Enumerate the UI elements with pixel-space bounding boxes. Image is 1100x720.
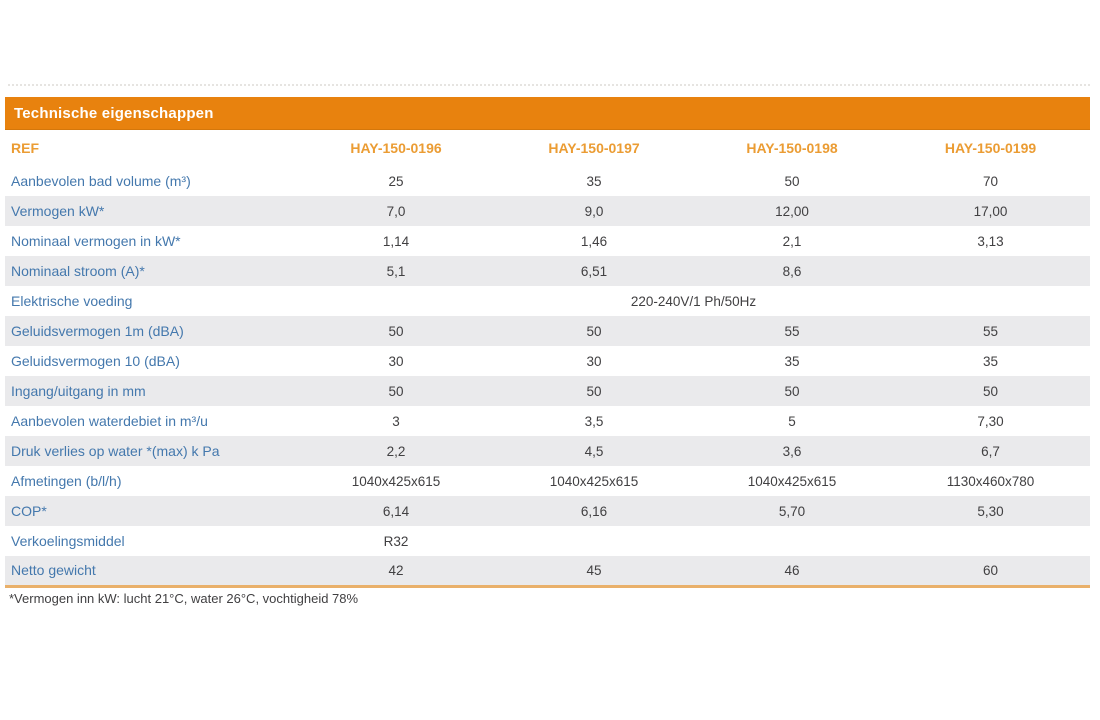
spec-row: Verkoelingsmiddel R32 — [5, 526, 1090, 556]
cell-value: 3,6 — [782, 443, 802, 459]
cell-value: 1130x460x780 — [946, 473, 1035, 489]
ref-header: REF — [11, 140, 39, 156]
row-label: COP* — [11, 503, 47, 519]
cell-value: 42 — [388, 562, 404, 578]
cell-value: 50 — [982, 383, 999, 399]
cell-value: 1,46 — [580, 233, 608, 249]
cell-value: 55 — [784, 323, 800, 339]
cell-value: 3,5 — [584, 413, 604, 429]
spec-table: REF HAY-150-0196 HAY-150-0197 HAY-150-01… — [5, 130, 1090, 588]
row-label: Elektrische voeding — [11, 293, 133, 309]
row-label: Aanbevolen waterdebiet in m³/u — [11, 413, 208, 429]
spec-row: Nominaal stroom (A)* 5,1 6,51 8,6 — [5, 256, 1090, 286]
cell-value: 1040x425x615 — [549, 473, 639, 489]
cell-value: 50 — [388, 323, 404, 339]
cell-value: 50 — [784, 173, 800, 189]
cell-value: 3 — [392, 413, 400, 429]
spec-row: Elektrische voeding 220-240V/1 Ph/50Hz — [5, 286, 1090, 316]
cell-value: 7,0 — [386, 203, 406, 219]
cell-value: 50 — [388, 383, 404, 399]
cell-value — [891, 526, 1090, 556]
cell-value: 2,2 — [386, 443, 406, 459]
cell-value: 35 — [982, 353, 999, 369]
cell-value: 1,14 — [382, 233, 410, 249]
column-header: HAY-150-0196 — [350, 140, 442, 156]
cell-value: 5 — [788, 413, 796, 429]
spec-row: Aanbevolen bad volume (m³) 25 35 50 70 — [5, 166, 1090, 196]
row-label: Nominaal vermogen in kW* — [11, 233, 181, 249]
cell-value: 35 — [586, 173, 602, 189]
spec-row: Netto gewicht 42 45 46 60 — [5, 556, 1090, 586]
row-label: Geluidsvermogen 10 (dBA) — [11, 353, 180, 369]
spec-row: Geluidsvermogen 1m (dBA) 50 50 55 55 — [5, 316, 1090, 346]
cell-value: 30 — [388, 353, 404, 369]
cell-value: 4,5 — [584, 443, 604, 459]
row-label: Netto gewicht — [11, 562, 96, 579]
cell-value: 5,1 — [386, 263, 406, 279]
cell-value: 7,30 — [977, 413, 1004, 429]
header-row: REF HAY-150-0196 HAY-150-0197 HAY-150-01… — [5, 130, 1090, 166]
column-header: HAY-150-0199 — [944, 140, 1037, 156]
spec-row: Ingang/uitgang in mm 50 50 50 50 — [5, 376, 1090, 406]
spec-row: COP* 6,14 6,16 5,70 5,30 — [5, 496, 1090, 526]
cell-value: 6,51 — [580, 263, 608, 279]
row-label: Aanbevolen bad volume (m³) — [11, 173, 191, 189]
cell-value: 6,16 — [580, 503, 608, 519]
cell-value: 6,14 — [382, 503, 410, 519]
cell-value: 50 — [586, 383, 602, 399]
cell-value — [693, 526, 891, 556]
spec-row: Afmetingen (b/l/h) 1040x425x615 1040x425x6… — [5, 466, 1090, 496]
cell-value: 45 — [586, 562, 602, 578]
cell-value: 5,30 — [977, 503, 1004, 519]
row-label: Verkoelingsmiddel — [11, 533, 125, 549]
cell-value: 12,00 — [775, 203, 809, 219]
row-label: Afmetingen (b/l/h) — [11, 473, 122, 489]
spec-row: Geluidsvermogen 10 (dBA) 30 30 35 35 — [5, 346, 1090, 376]
cell-value: 55 — [982, 323, 999, 339]
cell-value — [495, 526, 693, 556]
cell-value: 70 — [982, 173, 999, 189]
cell-value: 6,7 — [981, 443, 1000, 459]
row-label: Druk verlies op water *(max) k Pa — [11, 443, 220, 459]
cell-value: 17,00 — [973, 203, 1008, 219]
row-label: Vermogen kW* — [11, 203, 105, 219]
cell-value: 9,0 — [584, 203, 604, 219]
cell-value: 25 — [388, 173, 404, 189]
cell-value: 35 — [784, 353, 800, 369]
cell-value: 60 — [982, 562, 999, 578]
spec-table-body: Aanbevolen bad volume (m³) 25 35 50 70 Vermog… — [5, 166, 1090, 586]
table-title-bar: Technische eigenschappen — [5, 97, 1090, 130]
cell-value: 2,1 — [782, 233, 802, 249]
spec-row: Nominaal vermogen in kW* 1,14 1,46 2,1 3,13 — [5, 226, 1090, 256]
column-header: HAY-150-0198 — [746, 140, 838, 156]
table-title: Technische eigenschappen — [14, 104, 214, 122]
cell-value: R32 — [383, 533, 409, 549]
cell-value: 46 — [784, 562, 800, 578]
spec-row: Vermogen kW* 7,0 9,0 12,00 17,00 — [5, 196, 1090, 226]
cell-value: 8,6 — [782, 263, 802, 279]
cell-value — [891, 256, 1090, 286]
cell-value: 50 — [784, 383, 800, 399]
column-header: HAY-150-0197 — [548, 140, 640, 156]
cell-value: 5,70 — [778, 503, 806, 519]
footnote: *Vermogen inn kW: lucht 21°C, water 26°C… — [9, 591, 359, 606]
cell-value: 50 — [586, 323, 602, 339]
cell-value: 3,13 — [977, 233, 1004, 249]
cell-value: 1040x425x615 — [747, 473, 837, 489]
cell-value-span: 220-240V/1 Ph/50Hz — [630, 293, 757, 309]
cell-value: 30 — [586, 353, 602, 369]
spec-row: Aanbevolen waterdebiet in m³/u 3 3,5 5 7,30 — [5, 406, 1090, 436]
row-label: Nominaal stroom (A)* — [11, 263, 145, 279]
dotted-divider — [8, 84, 1090, 86]
cell-value: 1040x425x615 — [351, 473, 441, 489]
spec-row: Druk verlies op water *(max) k Pa 2,2 4,5 3… — [5, 436, 1090, 466]
row-label: Geluidsvermogen 1m (dBA) — [11, 323, 184, 339]
row-label: Ingang/uitgang in mm — [11, 383, 146, 399]
